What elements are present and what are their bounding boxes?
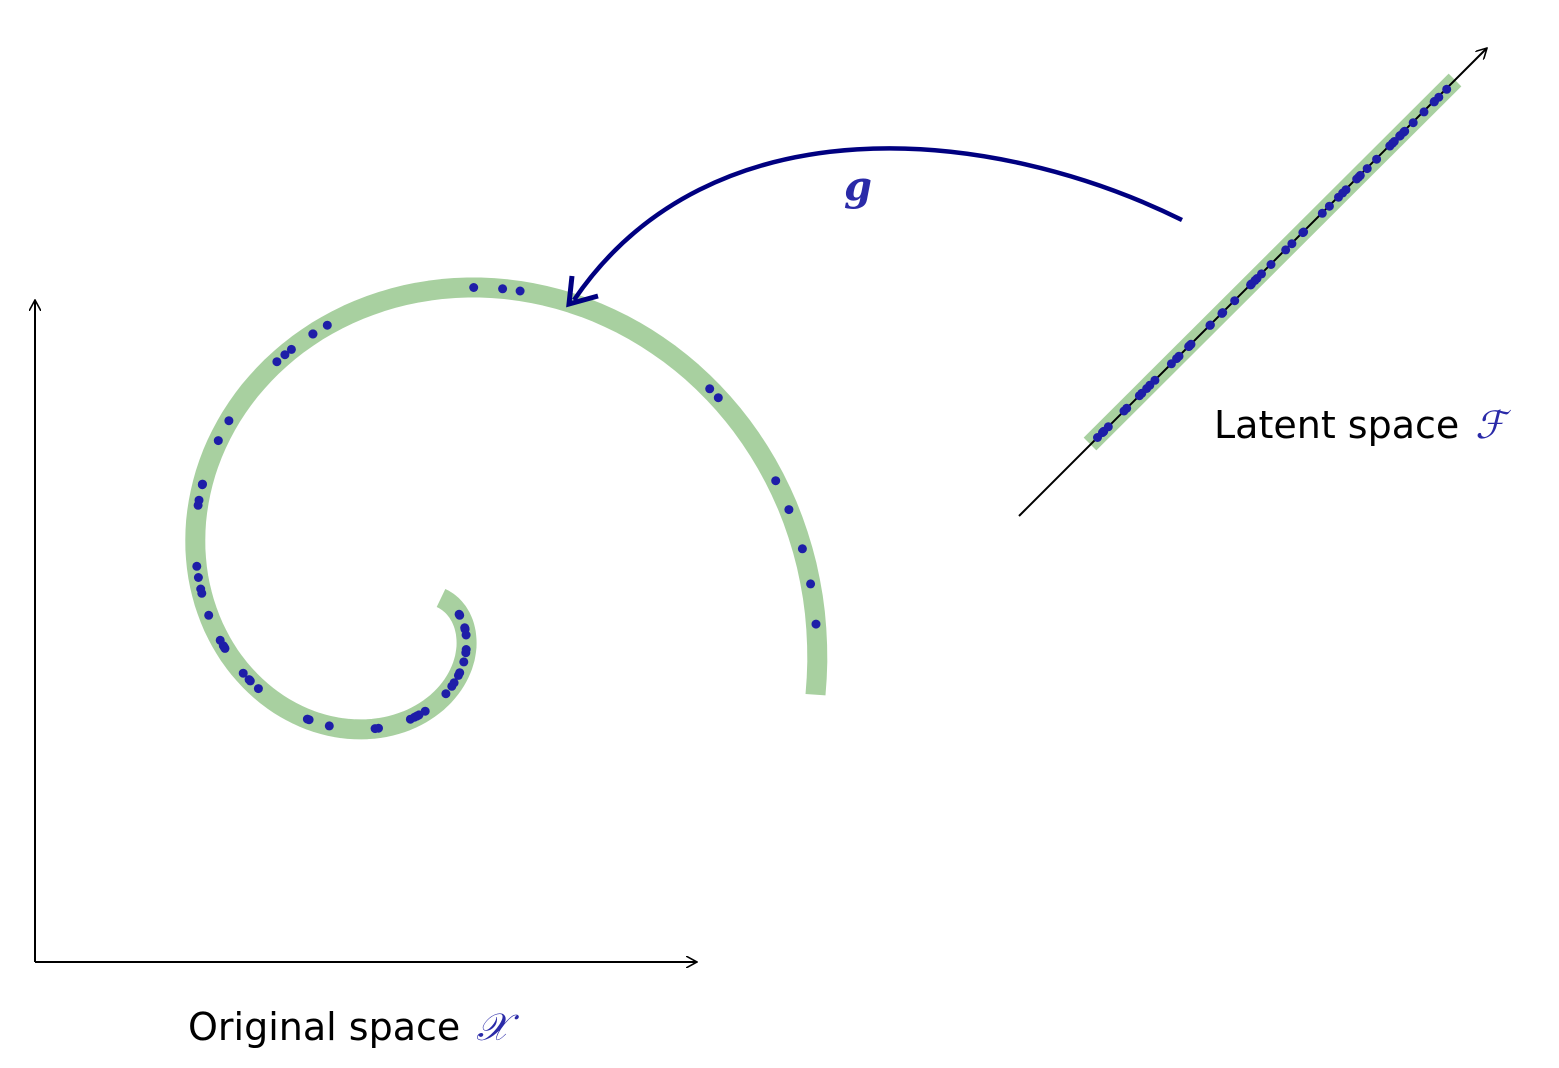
spiral-point — [322, 320, 332, 330]
spiral-point — [459, 657, 469, 667]
spiral-point — [215, 635, 225, 645]
spiral-point — [498, 284, 508, 294]
latent-point — [1408, 118, 1418, 128]
mapping-arrow-curve — [572, 146, 1183, 302]
spiral-sample-points — [192, 283, 821, 734]
spiral-point — [441, 689, 451, 699]
latent-point — [1362, 164, 1372, 174]
latent-point — [1352, 174, 1362, 184]
spiral-point — [224, 416, 234, 426]
latent-point — [1205, 320, 1215, 330]
latent-point — [1372, 154, 1382, 164]
original-space-axes — [35, 300, 697, 962]
spiral-point — [244, 675, 254, 685]
spiral-point — [238, 668, 248, 678]
spiral-point — [213, 436, 223, 446]
latent-point — [1324, 201, 1334, 211]
latent-point — [1299, 227, 1309, 237]
spiral-point — [713, 393, 723, 403]
spiral-point — [193, 573, 203, 582]
latent-point — [1184, 341, 1194, 351]
spiral-point — [280, 350, 290, 360]
spiral-point — [771, 476, 781, 486]
spiral-point — [204, 610, 214, 620]
latent-space-caption: Latent space ℱ — [1214, 403, 1511, 447]
latent-point — [1150, 375, 1160, 385]
spiral-point — [811, 619, 821, 629]
spiral-point — [304, 715, 314, 725]
latent-point — [1287, 239, 1297, 249]
spiral-point — [461, 648, 471, 658]
spiral-point — [308, 329, 318, 339]
spiral-point — [454, 609, 464, 619]
spiral-point — [192, 561, 202, 571]
latent-point — [1230, 296, 1240, 306]
latent-point — [1281, 245, 1291, 255]
mapping-label: g — [844, 163, 872, 210]
latent-point — [1119, 406, 1129, 416]
latent-point — [1317, 208, 1327, 218]
spiral-point — [469, 283, 479, 292]
latent-point — [1399, 127, 1409, 137]
latent-point — [1430, 96, 1439, 106]
spiral-point — [420, 706, 430, 716]
latent-point — [1338, 188, 1348, 198]
spiral-point — [515, 286, 525, 296]
spiral-point — [461, 630, 471, 640]
original-space-symbol: 𝒳 — [476, 1005, 519, 1049]
latent-space-symbol: ℱ — [1475, 403, 1511, 447]
spiral-point — [324, 721, 334, 731]
latent-point — [1389, 137, 1399, 146]
spiral-point — [797, 544, 807, 554]
latent-point — [1103, 422, 1113, 432]
latent-point — [1172, 354, 1182, 364]
spiral-point — [286, 344, 296, 354]
latent-point — [1142, 384, 1152, 393]
spiral-point — [197, 588, 207, 598]
mapping-arrow — [566, 146, 1183, 308]
spiral-point — [272, 357, 282, 367]
spiral-point — [705, 384, 715, 394]
latent-space-label: Latent space — [1214, 403, 1459, 447]
spiral-point — [253, 684, 263, 694]
original-space-label: Original space — [188, 1005, 460, 1049]
latent-point — [1442, 84, 1452, 94]
original-space-caption: Original space 𝒳 — [188, 1005, 519, 1049]
spiral-point — [374, 723, 383, 733]
spiral-point — [806, 579, 816, 589]
latent-point — [1134, 391, 1144, 401]
latent-point — [1257, 269, 1266, 279]
spiral-point — [412, 711, 421, 721]
latent-point — [1098, 428, 1107, 438]
spiral-point — [784, 505, 794, 515]
latent-point — [1218, 308, 1228, 318]
latent-point — [1419, 107, 1429, 117]
spiral-point — [455, 668, 465, 678]
spiral-point — [449, 678, 459, 688]
latent-sample-points — [1093, 84, 1452, 442]
spiral-point — [193, 500, 203, 510]
latent-point — [1266, 260, 1276, 269]
mapping-arrowhead — [566, 275, 599, 308]
spiral-point — [197, 480, 207, 490]
